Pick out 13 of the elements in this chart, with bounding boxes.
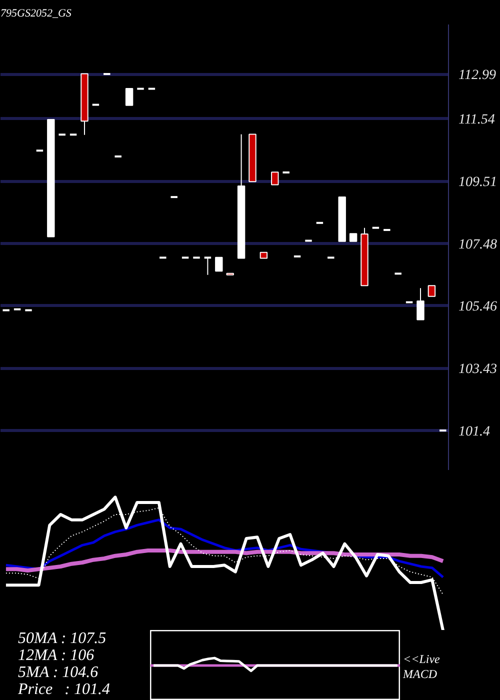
y-tick-label: 101.4 (458, 424, 490, 440)
y-tick-label: 111.54 (458, 112, 495, 128)
chart-title: 795GS2052_GS (0, 8, 72, 20)
annotation: 50MA : 107.5 (18, 630, 108, 647)
y-tick-label: 103.43 (458, 362, 497, 378)
y-tick-label: 105.46 (458, 300, 497, 315)
text: 12MA : 106 (18, 647, 96, 664)
text: Price : 101.4 (18, 681, 110, 698)
y-tick-label: 112.99 (458, 68, 496, 84)
text: 5MA : 104.6 (18, 664, 100, 681)
y-tick-label: 109.51 (458, 175, 497, 190)
text: <<Live MACD (403, 652, 441, 682)
y-tick-label: 107.48 (458, 238, 497, 252)
